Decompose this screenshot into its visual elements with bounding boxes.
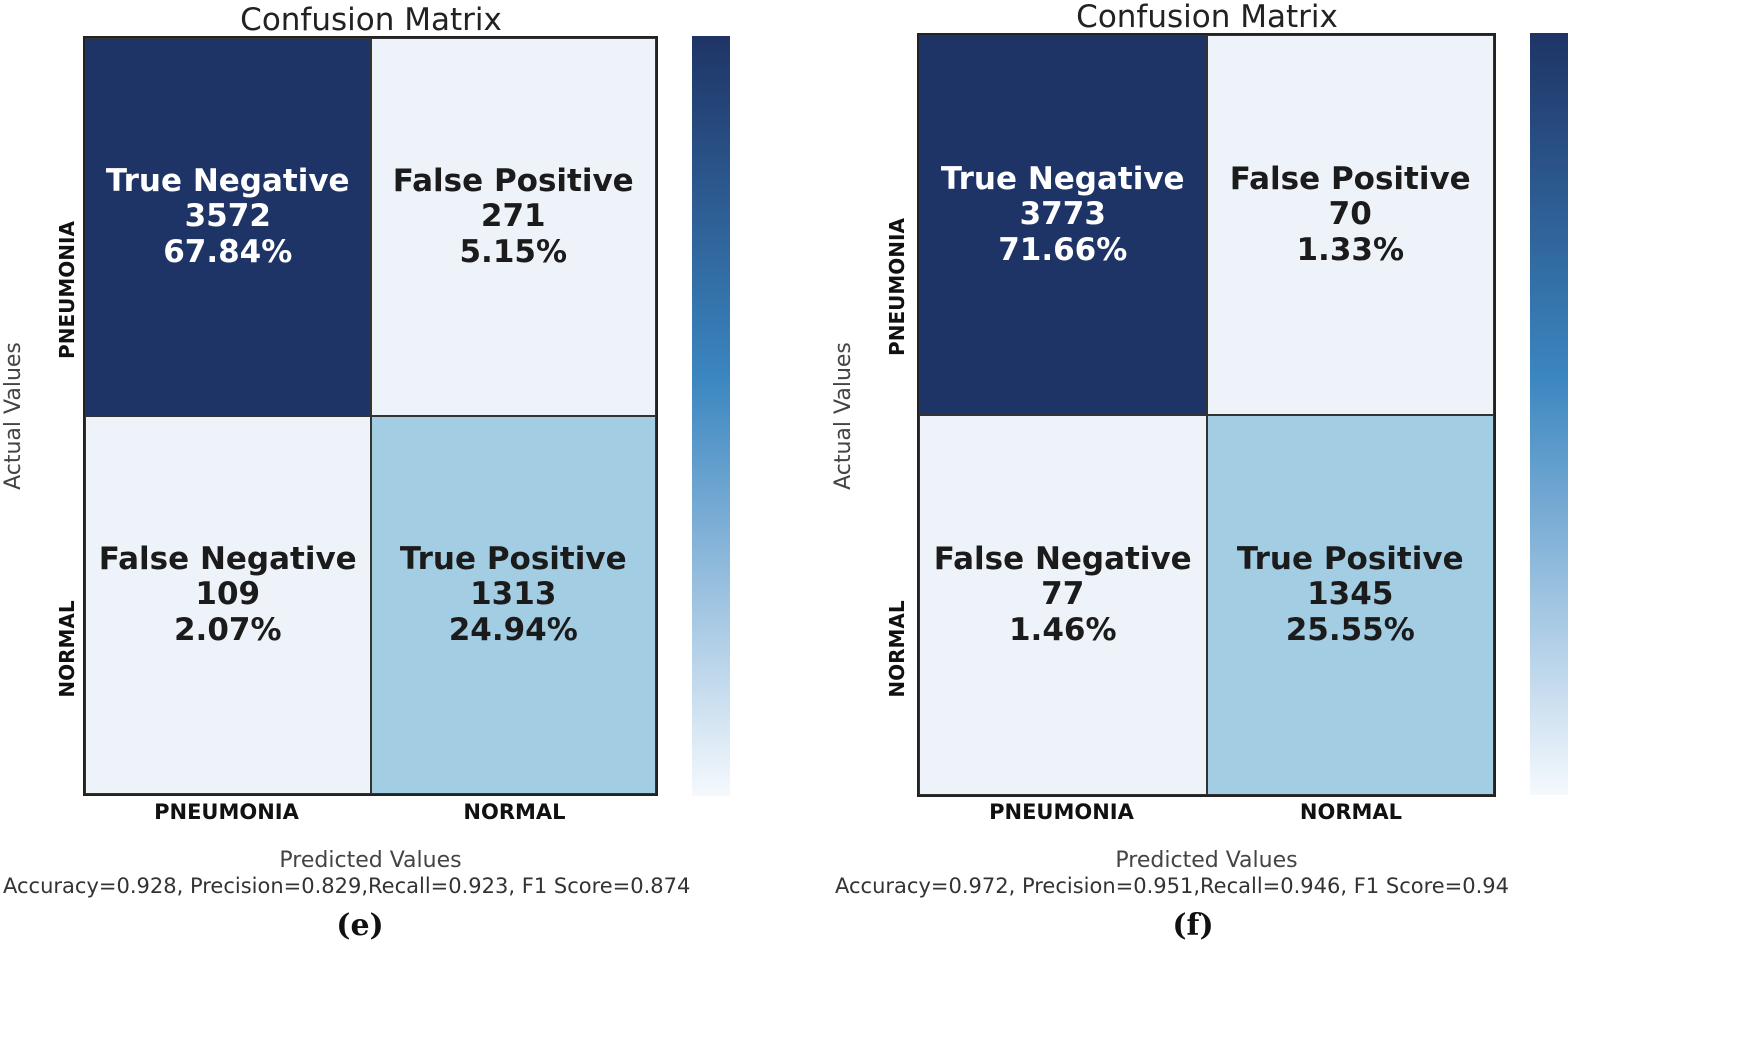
cell-label: True Negative — [105, 162, 350, 199]
cell-label: True Negative — [940, 160, 1185, 197]
cell-label: True Positive — [1236, 540, 1464, 577]
cell-label: False Positive — [392, 162, 634, 199]
y-tick-label-normal: NORMAL — [55, 600, 79, 698]
x-tick-label-pneumonia: PNEUMONIA — [154, 800, 299, 824]
x-axis-label: Predicted Values — [279, 848, 462, 873]
cell-label: False Positive — [1229, 160, 1471, 197]
x-tick-label-pneumonia: PNEUMONIA — [989, 800, 1134, 824]
cell-count: 1313 — [470, 576, 557, 613]
cell-percent: 1.33% — [1296, 231, 1405, 268]
chart-title: Confusion Matrix — [1076, 0, 1338, 35]
cell-percent: 24.94% — [448, 611, 578, 648]
cell-count: 70 — [1328, 196, 1372, 233]
confusion-matrix-grid: True Negative 3572 67.84% False Positive… — [83, 36, 658, 796]
matrix-cell-false-negative: False Negative 109 2.07% — [85, 416, 371, 794]
confusion-matrix-panel-e: Confusion Matrix True Negative 3572 67.8… — [0, 0, 870, 1057]
panel-label: (e) — [336, 908, 384, 943]
x-tick-label-normal: NORMAL — [1299, 800, 1403, 824]
cell-percent: 71.66% — [998, 231, 1128, 268]
colorbar — [692, 36, 730, 796]
metrics-summary: Accuracy=0.972, Precision=0.951,Recall=0… — [835, 874, 1510, 898]
matrix-cell-true-negative: True Negative 3773 71.66% — [919, 35, 1207, 415]
cell-percent: 67.84% — [163, 233, 293, 270]
confusion-matrix-grid: True Negative 3773 71.66% False Positive… — [917, 33, 1496, 797]
cell-count: 3572 — [184, 198, 271, 235]
x-axis-label: Predicted Values — [1115, 848, 1298, 873]
confusion-matrix-panel-f: Confusion Matrix True Negative 3773 71.6… — [831, 0, 1750, 1057]
cell-label: False Negative — [98, 540, 357, 577]
cell-percent: 1.46% — [1008, 611, 1117, 648]
metrics-summary: Accuracy=0.928, Precision=0.829,Recall=0… — [3, 874, 691, 898]
cell-label: False Negative — [933, 540, 1192, 577]
y-tick-label-normal: NORMAL — [885, 600, 909, 698]
panel-label: (f) — [1172, 908, 1214, 943]
y-tick-label-pneumonia: PNEUMONIA — [55, 221, 79, 359]
cell-percent: 25.55% — [1285, 611, 1415, 648]
cell-count: 3773 — [1019, 196, 1106, 233]
x-tick-label-normal: NORMAL — [463, 800, 566, 824]
cell-percent: 5.15% — [459, 233, 568, 270]
cell-count: 1345 — [1307, 576, 1394, 613]
y-axis-label: Actual Values — [831, 342, 856, 490]
matrix-cell-false-positive: False Positive 271 5.15% — [370, 38, 656, 416]
matrix-cell-true-positive: True Positive 1313 24.94% — [370, 416, 656, 794]
cell-count: 109 — [195, 576, 261, 613]
cell-percent: 2.07% — [173, 611, 282, 648]
matrix-cell-false-negative: False Negative 77 1.46% — [919, 415, 1207, 795]
matrix-cell-false-positive: False Positive 70 1.33% — [1206, 35, 1494, 415]
y-axis-label: Actual Values — [1, 342, 26, 490]
cell-label: True Positive — [399, 540, 627, 577]
y-tick-label-pneumonia: PNEUMONIA — [885, 218, 909, 356]
matrix-cell-true-positive: True Positive 1345 25.55% — [1206, 415, 1494, 795]
chart-title: Confusion Matrix — [240, 2, 502, 38]
cell-count: 271 — [480, 198, 546, 235]
matrix-cell-true-negative: True Negative 3572 67.84% — [85, 38, 371, 416]
colorbar — [1530, 33, 1568, 795]
cell-count: 77 — [1041, 576, 1085, 613]
